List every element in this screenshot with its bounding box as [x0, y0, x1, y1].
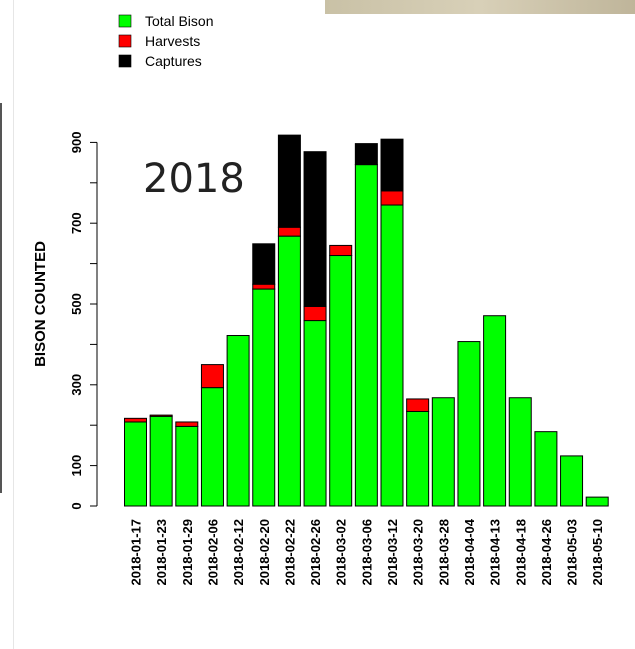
y-tick-label: 300 — [69, 374, 84, 396]
y-axis: 0 100 300 500 700 900 — [69, 132, 98, 510]
legend-swatch-2 — [118, 34, 132, 48]
bar-captures-2018-03-12 — [380, 138, 404, 192]
x-tick-label: 2018-02-26 — [308, 519, 323, 586]
y-tick-label: 700 — [69, 212, 84, 234]
x-tick-label: 2018-01-23 — [154, 519, 169, 586]
x-tick-label: 2018-02-22 — [282, 519, 297, 586]
bar-total-bison-2018-02-06 — [200, 387, 224, 507]
bar-total-bison-2018-03-12 — [380, 204, 404, 507]
legend-swatch-1 — [118, 14, 132, 28]
bar-captures-2018-02-22 — [277, 134, 301, 228]
bar-harvests-2018-02-20 — [252, 283, 276, 290]
bar-harvests-2018-01-23 — [149, 414, 173, 417]
bar-total-bison-2018-01-23 — [149, 415, 173, 507]
bar-total-bison-2018-03-20 — [406, 410, 430, 507]
x-tick-label: 2018-03-20 — [411, 519, 426, 586]
bar-total-bison-2018-04-04 — [457, 341, 481, 507]
bar-total-bison-2018-05-03 — [560, 455, 584, 507]
bar-total-bison-2018-03-28 — [431, 397, 455, 507]
x-tick-label: 2018-03-02 — [334, 519, 349, 586]
x-tick-label: 2018-03-28 — [436, 519, 451, 586]
slide-edge-mark — [0, 103, 2, 493]
bar-total-bison-2018-02-12 — [226, 335, 250, 507]
bar-total-bison-2018-01-29 — [175, 425, 199, 507]
bar-total-bison-2018-05-10 — [585, 496, 609, 507]
y-tick-label: 0 — [69, 502, 84, 509]
x-tick-label: 2018-04-04 — [462, 518, 477, 585]
x-tick-label: 2018-03-06 — [359, 519, 374, 586]
legend-label-3: Captures — [145, 53, 202, 69]
x-tick-label: 2018-05-03 — [565, 519, 580, 586]
legend-label-1: Total Bison — [145, 13, 213, 29]
slide-border-line — [13, 0, 14, 649]
bar-captures-2018-02-20 — [252, 243, 276, 285]
x-tick-label: 2018-02-20 — [257, 519, 272, 586]
y-tick-label: 500 — [69, 293, 84, 315]
bar-harvests-2018-01-29 — [175, 421, 199, 427]
bar-harvests-2018-03-20 — [406, 398, 430, 412]
y-tick-label: 100 — [69, 455, 84, 477]
x-tick-label: 2018-01-29 — [180, 519, 195, 586]
bar-total-bison-2018-04-18 — [508, 397, 532, 507]
x-tick-label: 2018-02-12 — [231, 519, 246, 586]
bar-series — [124, 134, 609, 507]
bar-total-bison-2018-04-13 — [483, 315, 507, 507]
bar-harvests-2018-01-17 — [124, 417, 147, 423]
bar-total-bison-2018-04-26 — [534, 431, 558, 507]
y-axis-label: BISON COUNTED — [32, 241, 49, 367]
bar-total-bison-2018-02-26 — [303, 320, 327, 507]
bar-captures-2018-02-26 — [303, 151, 327, 307]
bar-harvests-2018-02-22 — [277, 226, 301, 237]
x-tick-label: 2018-01-17 — [129, 519, 144, 586]
x-tick-label: 2018-02-06 — [205, 519, 220, 586]
x-tick-labels: 2018-01-17 2018-01-23 2018-01-29 2018-02-06… — [129, 518, 606, 585]
background-photo-strip — [325, 0, 635, 14]
bar-total-bison-2018-01-17 — [124, 421, 147, 507]
year-annotation: 2018 — [143, 156, 245, 202]
bar-captures-2018-03-06 — [354, 143, 378, 166]
x-tick-label: 2018-05-10 — [590, 519, 605, 586]
bar-harvests-2018-02-26 — [303, 305, 327, 322]
x-tick-label: 2018-03-12 — [385, 519, 400, 586]
y-tick-label: 900 — [69, 132, 84, 154]
x-tick-label: 2018-04-26 — [539, 519, 554, 586]
bar-harvests-2018-02-06 — [200, 364, 224, 389]
x-tick-label: 2018-04-18 — [513, 519, 528, 586]
x-tick-label: 2018-04-13 — [488, 519, 503, 586]
legend-label-2: Harvests — [145, 33, 200, 49]
bar-harvests-2018-03-02 — [329, 244, 353, 257]
bar-total-bison-2018-02-22 — [277, 235, 301, 507]
bar-total-bison-2018-02-20 — [252, 288, 276, 507]
legend-swatch-3 — [118, 54, 132, 68]
bar-total-bison-2018-03-06 — [354, 164, 378, 507]
bar-total-bison-2018-03-02 — [329, 255, 353, 507]
chart-legend: Total Bison Harvests Captures — [118, 13, 213, 69]
bar-harvests-2018-03-12 — [380, 190, 404, 206]
